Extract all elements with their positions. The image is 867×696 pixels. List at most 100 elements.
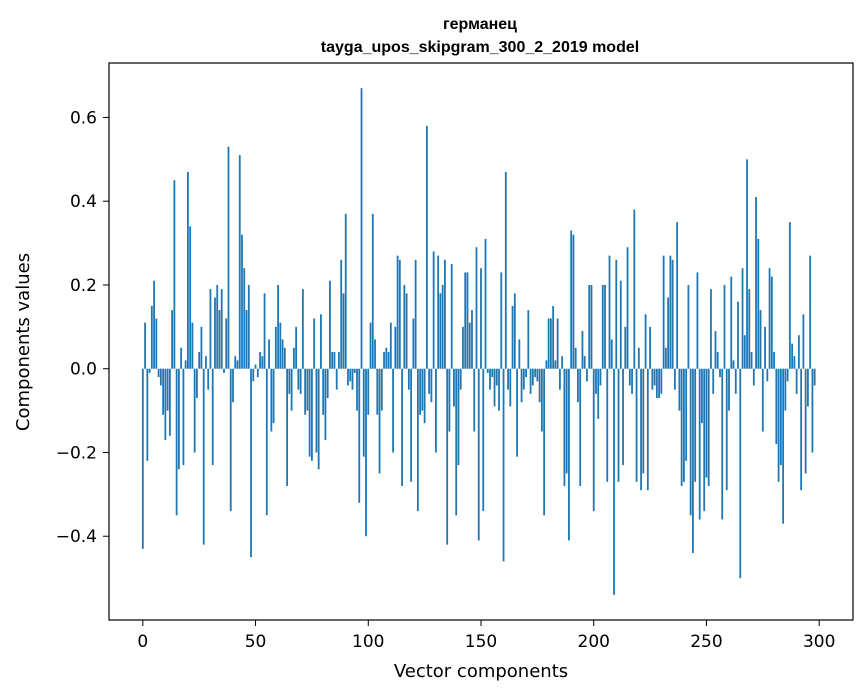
- bar: [586, 368, 588, 382]
- bar: [466, 272, 469, 369]
- bar: [311, 368, 313, 461]
- bar: [714, 331, 717, 369]
- bar: [457, 368, 460, 466]
- bar: [299, 368, 302, 394]
- bar: [592, 368, 595, 512]
- bar: [396, 255, 399, 369]
- bar: [698, 368, 701, 520]
- bar: [360, 88, 363, 369]
- bar: [193, 368, 196, 453]
- bar: [721, 368, 724, 520]
- bar: [667, 297, 670, 369]
- bar: [500, 272, 503, 369]
- bar: [380, 368, 383, 411]
- bar: [243, 268, 246, 369]
- bar: [495, 368, 498, 386]
- bar: [250, 368, 252, 558]
- bar: [387, 351, 390, 369]
- bar: [574, 347, 577, 369]
- bar: [791, 343, 794, 369]
- bar: [689, 368, 692, 516]
- bar: [764, 326, 766, 369]
- bar: [256, 368, 259, 378]
- bar: [728, 368, 730, 411]
- bar: [540, 368, 543, 432]
- bar: [227, 146, 230, 369]
- bar: [669, 255, 672, 369]
- bar: [209, 289, 212, 369]
- bar: [153, 280, 155, 369]
- bar: [525, 368, 527, 378]
- bar: [705, 368, 708, 478]
- bar: [680, 368, 683, 486]
- bar: [651, 368, 654, 390]
- bar: [786, 368, 789, 382]
- bar: [572, 234, 575, 369]
- bar: [207, 368, 210, 390]
- bar: [779, 368, 782, 466]
- bar: [788, 222, 791, 369]
- bar: [701, 368, 703, 424]
- bar: [168, 368, 171, 436]
- bar: [628, 368, 631, 386]
- x-axis-label: Vector components: [394, 661, 568, 682]
- bar: [247, 284, 250, 369]
- bar: [683, 368, 685, 482]
- bar: [218, 310, 221, 369]
- bar: [671, 259, 674, 369]
- x-tick-label: 0: [137, 632, 148, 652]
- bar: [455, 368, 458, 516]
- bar: [412, 318, 415, 369]
- bar: [597, 368, 600, 419]
- bar: [279, 322, 282, 369]
- bar: [446, 368, 449, 545]
- bar: [579, 368, 582, 486]
- bar: [238, 155, 241, 369]
- bar: [556, 318, 559, 369]
- bar: [182, 368, 185, 466]
- bar: [425, 125, 428, 369]
- bar: [637, 347, 640, 369]
- bar: [493, 368, 496, 407]
- bar: [624, 326, 627, 369]
- bar: [453, 368, 455, 407]
- bar: [189, 226, 192, 369]
- bar: [547, 318, 550, 369]
- bar: [356, 368, 358, 411]
- bar: [383, 351, 385, 369]
- bar: [407, 368, 410, 390]
- bar: [223, 368, 225, 373]
- bar: [766, 368, 769, 382]
- bar: [394, 326, 397, 369]
- bar: [482, 368, 485, 512]
- bar: [504, 171, 507, 369]
- bar: [430, 368, 433, 403]
- bar: [157, 368, 160, 378]
- bar: [676, 222, 679, 369]
- bar: [486, 368, 489, 373]
- bar: [534, 368, 537, 378]
- bar: [358, 368, 361, 503]
- bar: [150, 305, 153, 369]
- bar: [389, 322, 392, 369]
- bar: [554, 360, 557, 369]
- bar: [549, 318, 552, 369]
- bar: [146, 368, 149, 461]
- bar: [577, 368, 579, 403]
- bar: [371, 213, 374, 369]
- bar: [694, 368, 697, 482]
- bar: [601, 284, 604, 369]
- bar: [748, 289, 751, 369]
- bar: [421, 368, 424, 411]
- bar: [270, 368, 273, 432]
- bar: [322, 368, 325, 415]
- bar: [710, 289, 712, 369]
- bar: [252, 368, 255, 382]
- bar: [723, 284, 726, 369]
- bar: [719, 368, 721, 378]
- bar: [559, 368, 561, 390]
- bar: [732, 360, 735, 369]
- bar: [410, 368, 413, 482]
- bar: [619, 280, 622, 369]
- bar: [435, 368, 437, 453]
